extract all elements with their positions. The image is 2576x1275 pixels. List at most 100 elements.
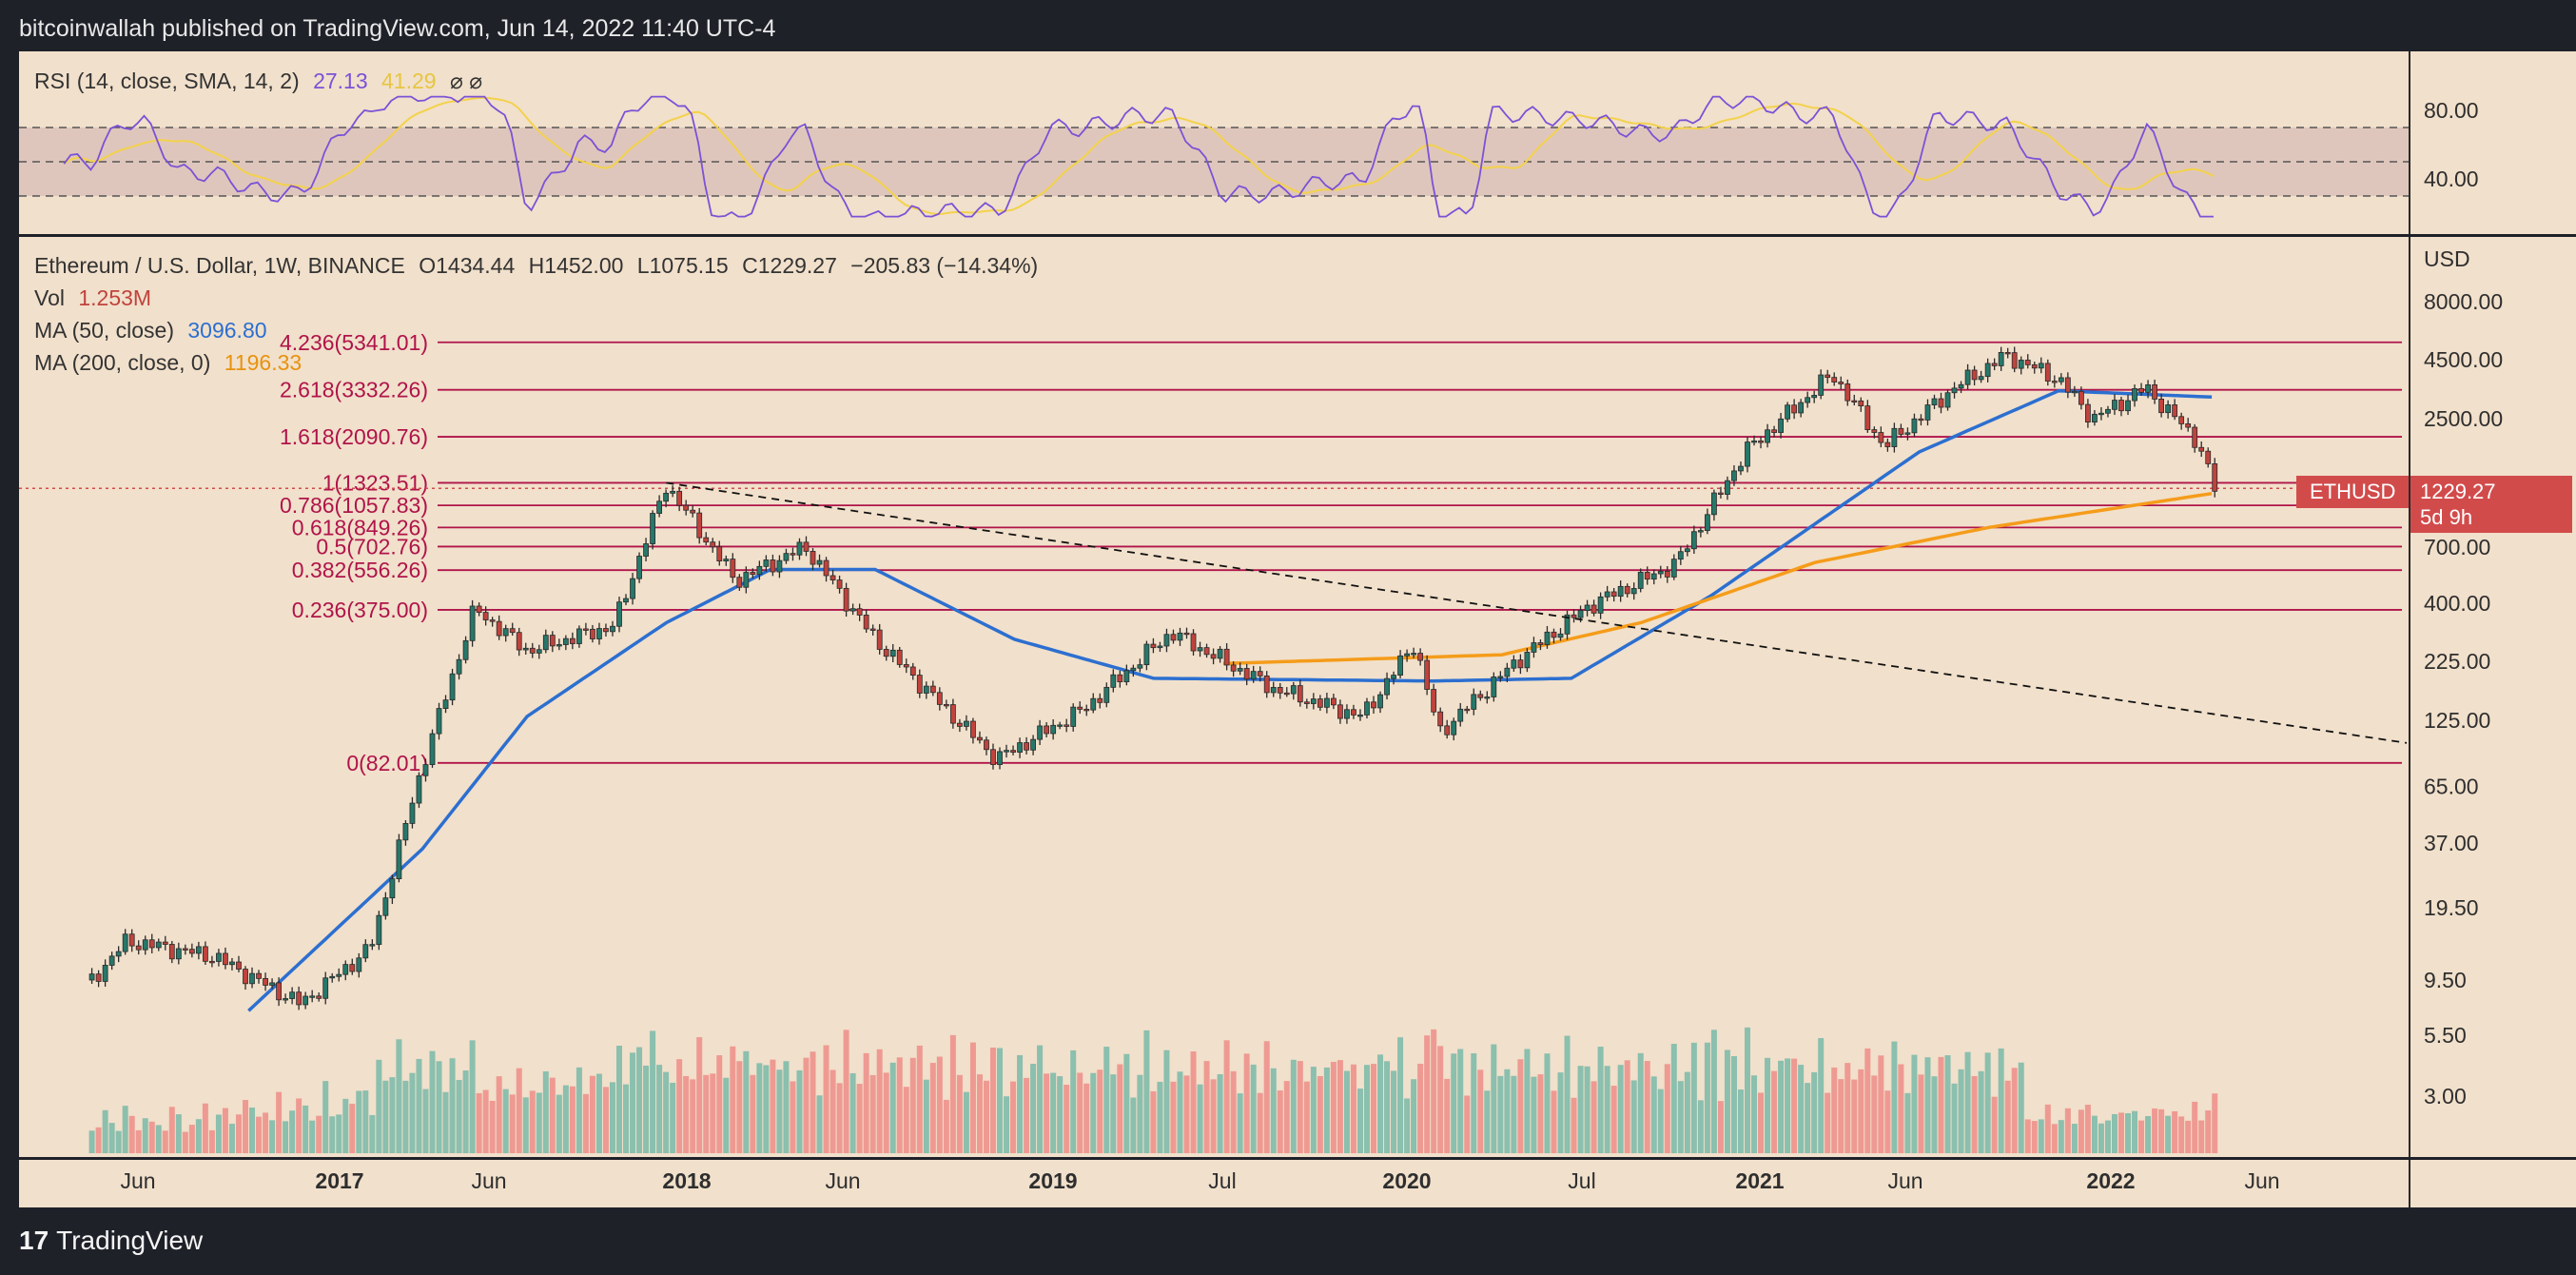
candle-body [2125,400,2131,412]
rsi-hidden-icons[interactable]: ⌀ ⌀ [449,69,483,93]
ma200-legend[interactable]: MA (200, close, 0) 1196.33 [34,350,302,376]
candle-body [422,764,429,776]
candle-body [590,628,595,639]
volume-bar [1097,1069,1103,1153]
volume-bar [202,1103,208,1153]
volume-bar [283,1121,289,1153]
candle-body [2085,403,2091,423]
volume-bar [416,1058,422,1153]
volume-bar [989,1047,996,1153]
candle-body [763,559,770,567]
price-axis[interactable] [2409,51,2576,1207]
candle-body [155,941,162,949]
candle-body [1103,686,1110,703]
candle-body [1617,585,1624,598]
volume-legend[interactable]: Vol 1.253M [34,285,151,311]
rsi-legend[interactable]: RSI (14, close, SMA, 14, 2) 27.13 41.29 … [34,69,482,94]
volume-bar [1544,1053,1551,1153]
volume-bar [1798,1065,1805,1153]
volume-bar [743,1050,750,1153]
volume-bar [630,1052,636,1153]
candle-body [1183,632,1190,636]
candle-body [502,628,509,637]
candle-body [616,601,622,627]
candle-body [2071,390,2078,394]
volume-bar [562,1085,569,1153]
volume-bar [256,1116,263,1153]
volume-bar [1918,1074,1924,1153]
y-axis-tick: 5.50 [2424,1023,2467,1048]
candle-body [1531,642,1537,653]
candle-body [1130,667,1137,672]
chart-panel[interactable] [19,51,2409,1207]
volume-bar [1451,1053,1457,1153]
volume-bar [1557,1072,1564,1153]
rsi-axis-label: 40.00 [2424,167,2479,191]
volume-bar [1471,1052,1477,1153]
candle-body [1711,492,1717,516]
candle-body [1971,369,1978,381]
tradingview-brand[interactable]: 17 TradingView [19,1226,203,1256]
volume-bar [222,1108,228,1153]
volume-bar [2044,1104,2051,1153]
candle-body [128,933,135,947]
candle-body [643,543,649,557]
volume-bar [1404,1098,1411,1153]
volume-bar [1090,1072,1097,1153]
candle-body [756,565,763,576]
candle-body [736,577,743,588]
candle-body [1684,548,1690,553]
candle-body [977,736,983,741]
volume-bar [1838,1079,1844,1153]
volume-bar [796,1069,803,1153]
candle-body [676,490,683,506]
symbol-legend[interactable]: Ethereum / U.S. Dollar, 1W, BINANCE O143… [34,253,1038,279]
candle-body [1170,634,1177,641]
volume-bar [469,1040,476,1153]
rsi-sma-line [63,96,2215,216]
candle-body [957,722,963,727]
candle-body [276,982,282,1001]
candle-body [863,615,869,630]
volume-bar [2091,1115,2098,1153]
volume-bar [1411,1079,1417,1153]
candle-body [2145,384,2151,393]
pane-divider[interactable] [19,234,2576,237]
volume-bar [923,1079,929,1153]
candle-body [770,559,776,573]
volume-bar [1070,1049,1077,1153]
volume-bar [329,1116,336,1153]
volume-bar [690,1079,696,1153]
volume-bar [1958,1069,1964,1153]
volume-bar [1384,1061,1391,1153]
ohlc-open: O1434.44 [419,253,516,278]
volume-bar [95,1127,102,1153]
candle-body [1210,654,1217,659]
y-axis-unit: USD [2424,246,2470,271]
fib-level-label: 1.618(2090.76) [280,424,428,449]
candle-body [522,647,529,651]
volume-bar [349,1104,356,1153]
volume-bar [1397,1037,1404,1153]
volume-bar [1771,1070,1778,1153]
candle-body [1805,397,1811,403]
candle-body [1911,418,1918,434]
volume-bar [429,1050,436,1153]
candle-body [1958,383,1964,389]
volume-bar [162,1130,168,1153]
candle-body [256,972,262,979]
volume-bar [790,1081,796,1153]
candle-body [1745,441,1750,467]
candle-body [883,649,889,657]
candle-body [1491,677,1497,697]
volume-bar [1183,1075,1190,1153]
candle-body [2212,463,2218,492]
ma50-legend[interactable]: MA (50, close) 3096.80 [34,318,267,343]
candle-body [162,941,168,945]
volume-bar [529,1090,536,1153]
candle-body [1765,429,1770,443]
volume-bar [362,1090,369,1153]
volume-bar [2071,1124,2078,1153]
volume-bar [1163,1049,1170,1153]
